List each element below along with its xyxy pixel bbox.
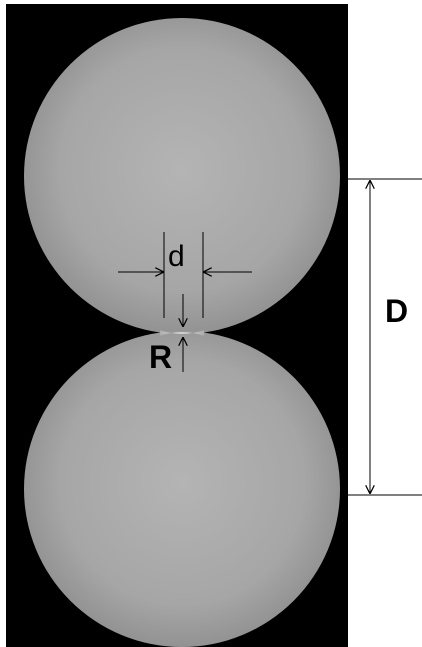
sphere-diameter-dimension: D: [346, 178, 422, 496]
neck-radius-dimension: R: [149, 294, 183, 375]
d-label: d: [168, 240, 185, 273]
sintering-neck: [160, 330, 204, 336]
neck-width-dimension: d: [118, 232, 252, 318]
diameter-label: D: [385, 293, 408, 329]
r-label: R: [149, 339, 172, 375]
upper-sphere: [24, 18, 340, 334]
lower-sphere: [24, 331, 340, 647]
